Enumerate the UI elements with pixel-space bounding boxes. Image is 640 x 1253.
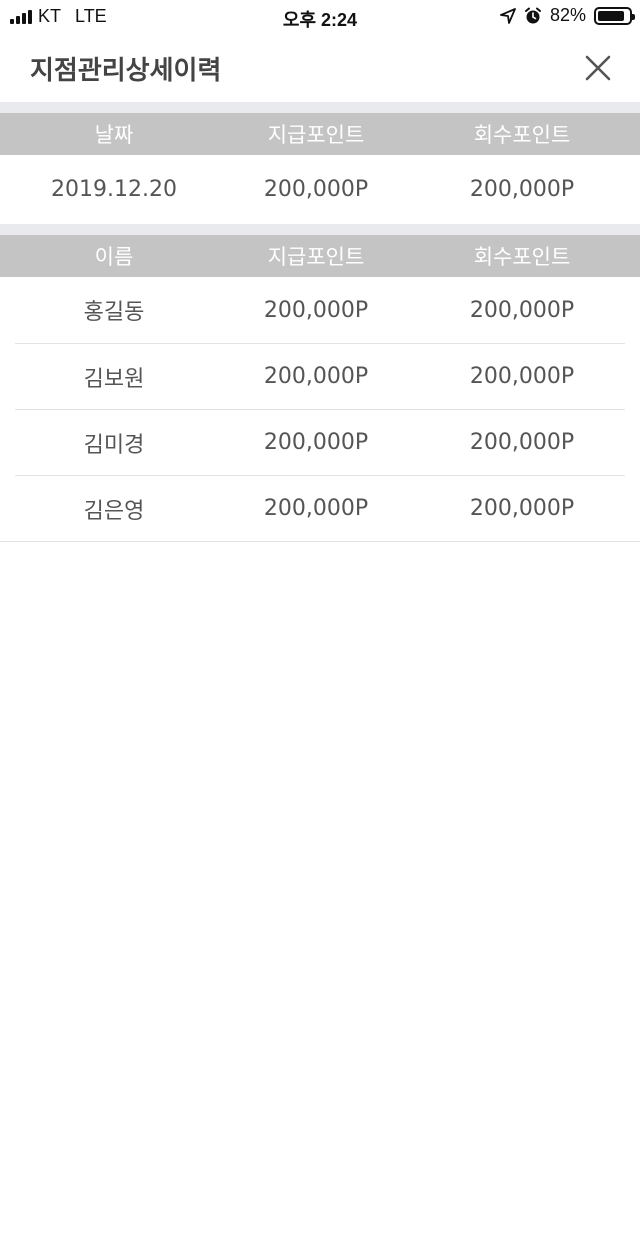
summary-recovered: 200,000P bbox=[469, 177, 575, 202]
row-divider bbox=[15, 343, 625, 344]
row-recovered: 200,000P bbox=[469, 430, 575, 455]
battery-percent: 82% bbox=[549, 5, 586, 25]
summary-paid: 200,000P bbox=[263, 177, 369, 202]
header-recovered-points: 회수포인트 bbox=[473, 123, 571, 147]
status-right: 82% bbox=[500, 5, 635, 26]
summary-table-header: 날짜 지급포인트 회수포인트 bbox=[0, 113, 640, 155]
row-name: 김미경 bbox=[83, 432, 145, 458]
table-row: 김보원 200,000P 200,000P bbox=[0, 344, 640, 409]
page-title: 지점관리상세이력 bbox=[30, 56, 222, 86]
header-paid-points: 지급포인트 bbox=[267, 245, 365, 269]
header-recovered-points: 회수포인트 bbox=[473, 245, 571, 269]
header-name: 이름 bbox=[94, 245, 134, 269]
status-bar: KT LTE 오후 2:24 82% bbox=[0, 0, 640, 34]
location-arrow-icon bbox=[500, 7, 516, 24]
row-name: 김은영 bbox=[83, 498, 145, 524]
row-recovered: 200,000P bbox=[469, 496, 575, 521]
row-recovered: 200,000P bbox=[469, 297, 575, 323]
table-bottom-border bbox=[0, 541, 640, 542]
section-gap bbox=[0, 102, 640, 113]
battery-icon bbox=[594, 6, 635, 25]
header-paid-points: 지급포인트 bbox=[267, 123, 365, 147]
row-recovered: 200,000P bbox=[469, 364, 575, 389]
detail-table-header: 이름 지급포인트 회수포인트 bbox=[0, 235, 640, 277]
clock: 오후 2:24 bbox=[282, 10, 358, 30]
table-row: 김은영 200,000P 200,000P bbox=[0, 476, 640, 541]
row-name: 홍길동 bbox=[83, 300, 145, 325]
signal-icon bbox=[10, 9, 32, 24]
row-paid: 200,000P bbox=[263, 364, 369, 389]
close-icon[interactable] bbox=[584, 54, 612, 82]
summary-row: 2019.12.20 200,000P 200,000P bbox=[0, 155, 640, 224]
row-paid: 200,000P bbox=[263, 297, 369, 323]
section-gap bbox=[0, 224, 640, 235]
header: 지점관리상세이력 bbox=[0, 34, 640, 102]
header-date: 날짜 bbox=[94, 123, 134, 147]
alarm-icon bbox=[524, 7, 541, 23]
row-paid: 200,000P bbox=[263, 430, 369, 455]
summary-date: 2019.12.20 bbox=[51, 177, 177, 202]
network-label: LTE bbox=[75, 6, 107, 26]
row-name: 김보원 bbox=[83, 366, 145, 392]
carrier-label: KT bbox=[38, 6, 62, 26]
row-divider bbox=[15, 409, 625, 410]
table-row: 홍길동 200,000P 200,000P bbox=[0, 277, 640, 343]
row-divider bbox=[15, 475, 625, 476]
table-row: 김미경 200,000P 200,000P bbox=[0, 410, 640, 475]
status-left: KT LTE bbox=[10, 6, 107, 27]
row-paid: 200,000P bbox=[263, 496, 369, 521]
